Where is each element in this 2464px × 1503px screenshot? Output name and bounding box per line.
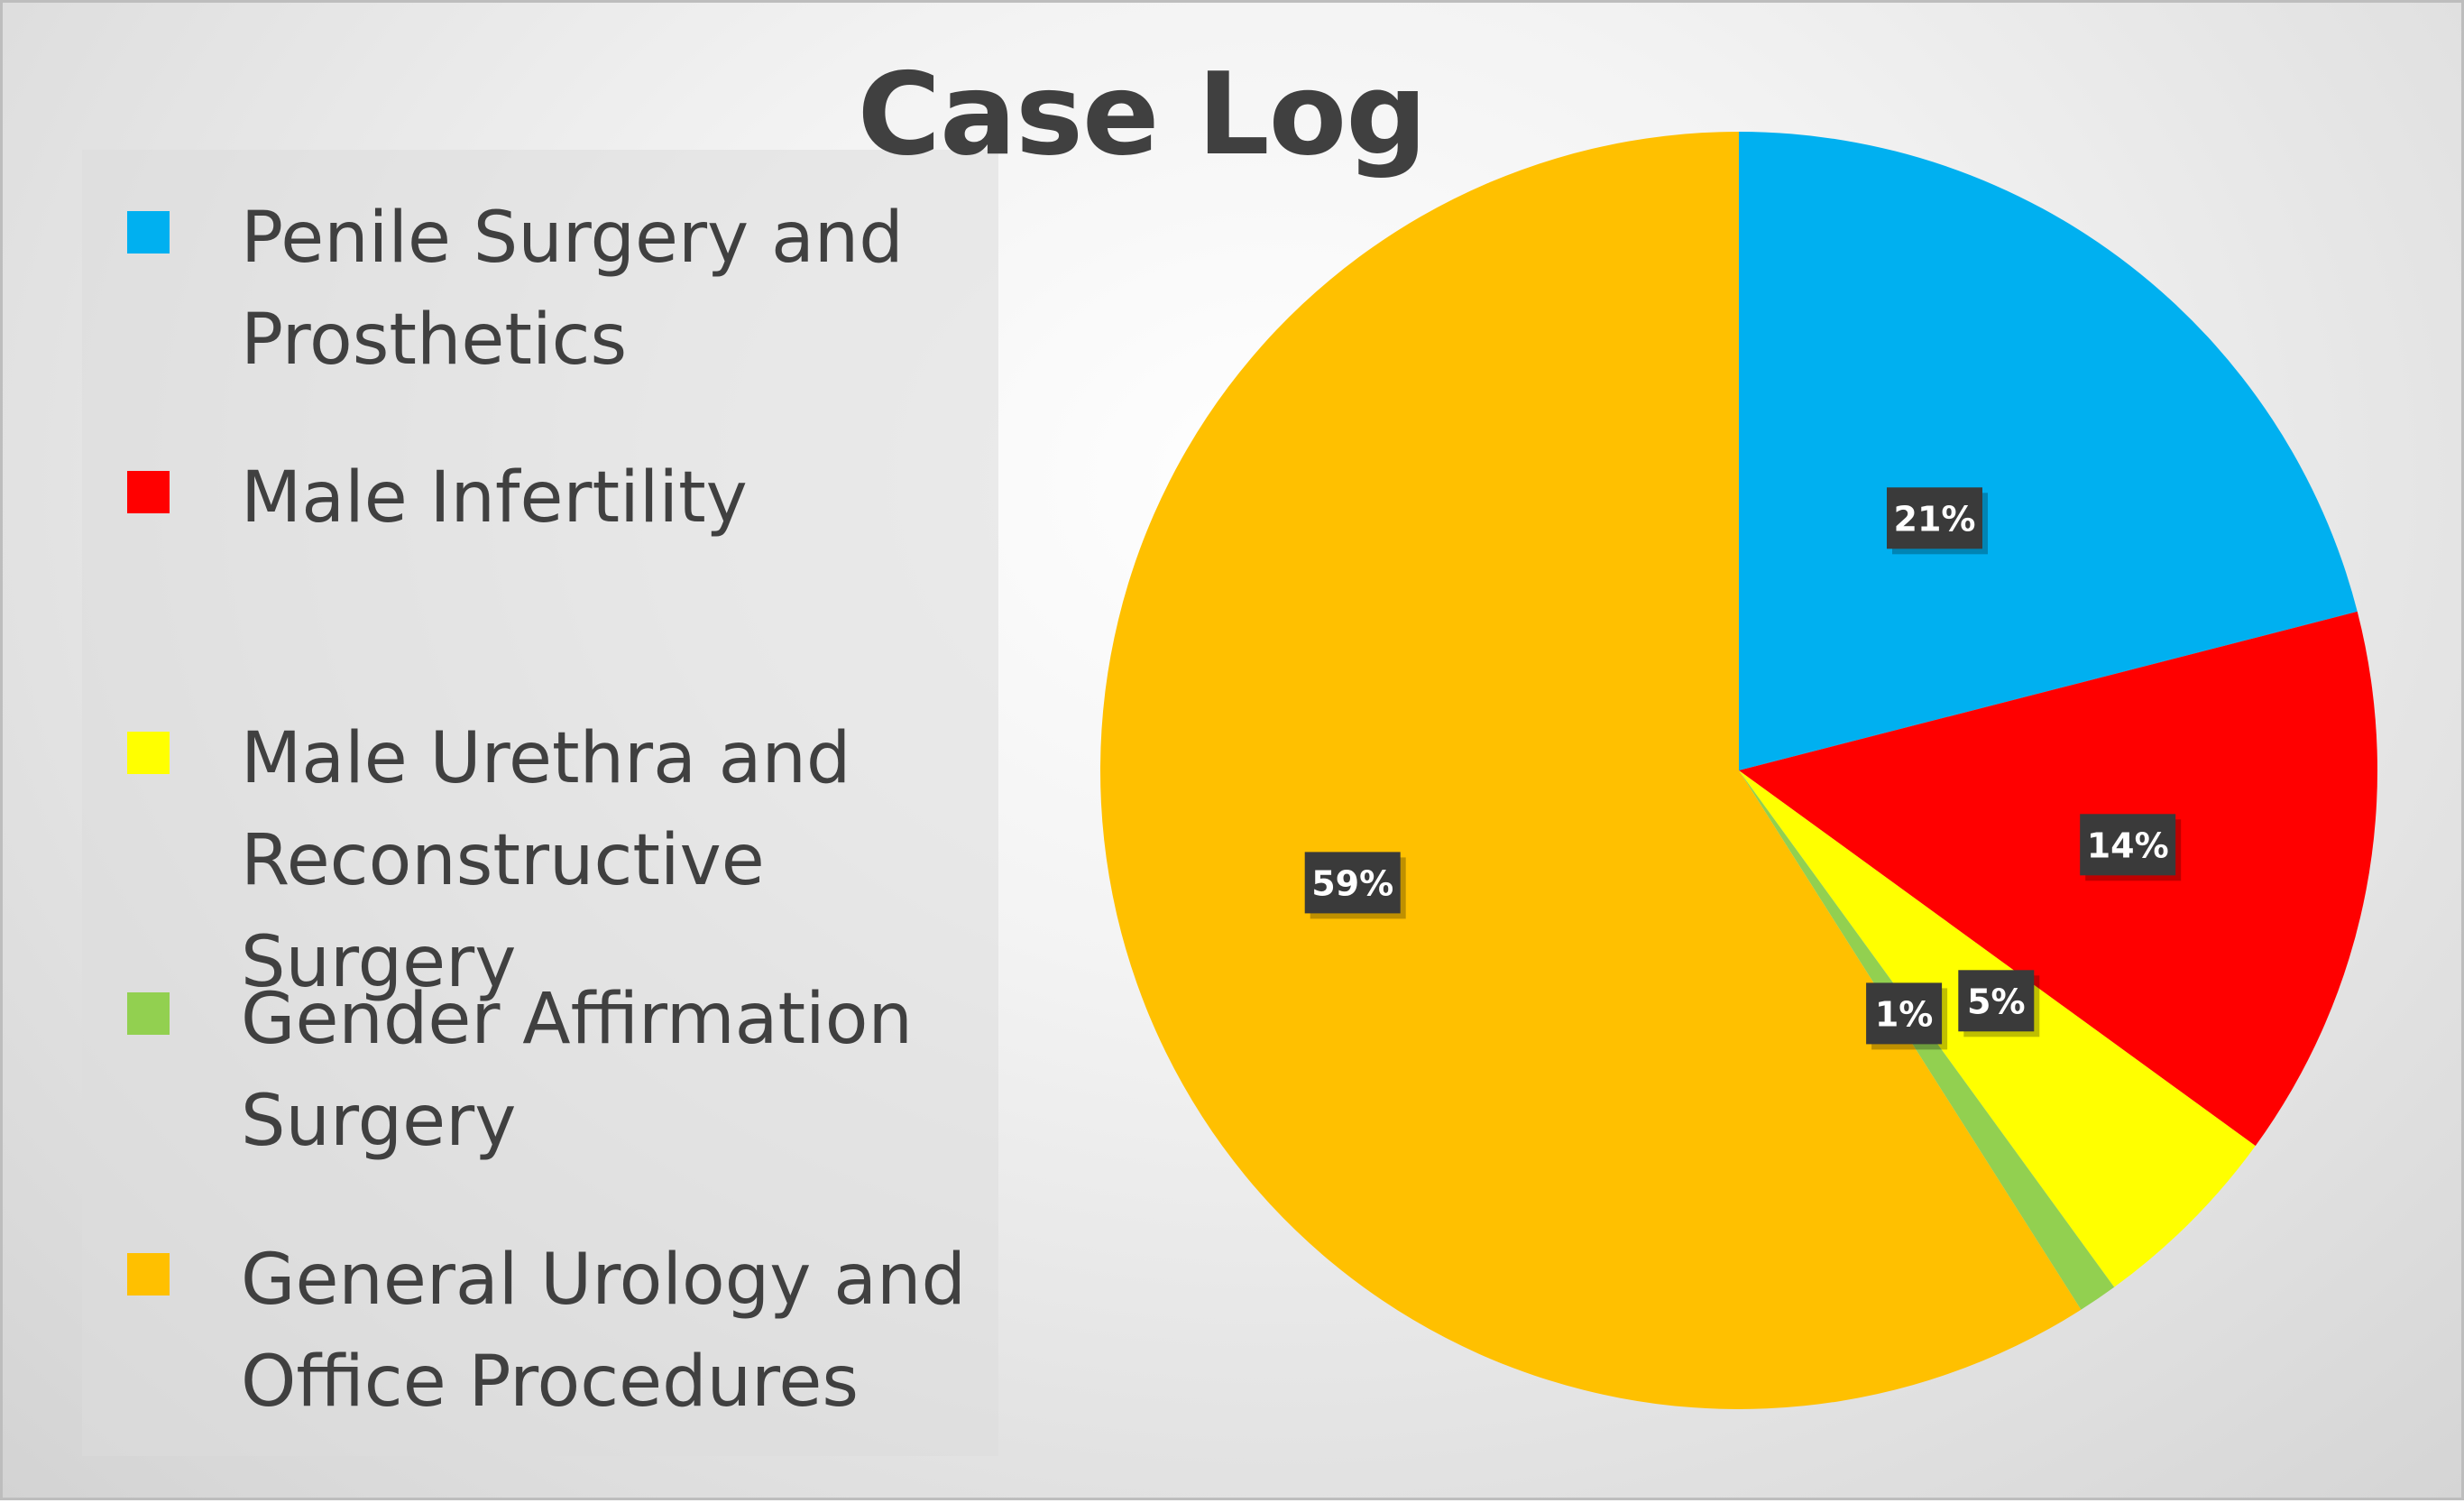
data-label-male-infertility: 14%: [2080, 814, 2182, 881]
data-label-gender-affirmation: 1%: [1866, 982, 1948, 1050]
legend: Penile Surgery and Prosthetics Male Infe…: [82, 150, 998, 1456]
data-label-text: 14%: [2087, 825, 2169, 865]
legend-swatch-penile-surgery: [127, 211, 170, 254]
legend-label-male-urethra: Male Urethra and Reconstructive Surgery: [241, 718, 851, 1003]
data-label-penile-surgery: 21%: [1887, 487, 1988, 555]
data-label-box: [1304, 852, 1401, 914]
legend-swatch-male-urethra: [127, 732, 170, 774]
data-label-box: [1887, 487, 1982, 549]
data-label-male-urethra: 5%: [1958, 970, 2040, 1037]
data-label-text: 1%: [1875, 994, 1934, 1034]
chart-title-text: Case Log: [857, 48, 1428, 180]
data-label-text: 21%: [1894, 499, 1976, 539]
data-label-general-urology: 59%: [1304, 852, 1406, 919]
data-label-text: 59%: [1311, 863, 1393, 903]
legend-label-male-infertility: Male Infertility: [241, 457, 748, 539]
data-label-box: [1866, 982, 1943, 1045]
legend-label-penile-surgery: Penile Surgery and Prosthetics: [241, 198, 904, 381]
pie-slice-penile-surgery: [1739, 132, 2358, 770]
legend-swatch-general-urology: [127, 1253, 170, 1296]
legend-label-general-urology: General Urology and Office Procedures: [241, 1240, 966, 1423]
legend-swatch-male-infertility: [127, 471, 170, 513]
legend-label-gender-affirmation: Gender Affirmation Surgery: [241, 979, 913, 1162]
data-label-text: 5%: [1967, 982, 2026, 1021]
data-label-box: [2080, 814, 2176, 876]
legend-swatch-gender-affirmation: [127, 992, 170, 1035]
pie-chart: 21% 14% 5% 1% 59%: [1099, 132, 2378, 1409]
pie-slice-male-infertility: [1739, 611, 2378, 1147]
data-label-box: [1958, 970, 2035, 1032]
chart-title: Case Log: [3, 48, 2461, 180]
pie-slice-general-urology: [1099, 132, 2082, 1409]
